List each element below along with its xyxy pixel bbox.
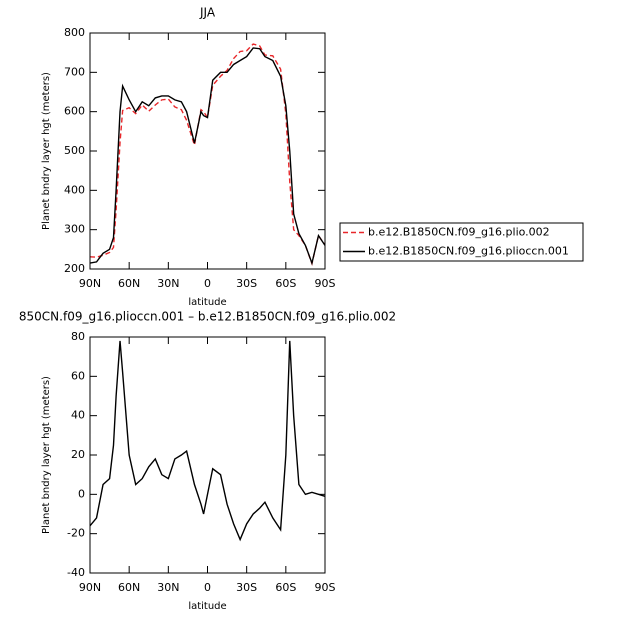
y-tick-label: 200	[64, 262, 85, 275]
x-tick-label: 90N	[79, 277, 101, 290]
data-line	[89, 340, 326, 542]
x-tick-label: 30S	[236, 277, 257, 290]
x-tick-label: 30S	[236, 581, 257, 594]
legend-label: b.e12.B1850CN.f09_g16.plio.002	[368, 226, 550, 239]
x-tick-label: 0	[204, 581, 211, 594]
x-axis-label: latitude	[188, 601, 226, 612]
x-tick-label: 0	[204, 277, 211, 290]
y-axis-label: Planet bndry layer hgt (meters)	[41, 376, 52, 534]
x-tick-label: 90S	[315, 581, 336, 594]
plot-frame	[89, 32, 326, 270]
y-tick-label: 300	[64, 223, 85, 236]
y-tick-label: 400	[64, 183, 85, 196]
x-tick-label: 30N	[157, 581, 179, 594]
y-tick-label: 80	[71, 330, 85, 343]
chart-title: 850CN.f09_g16.plioccn.001 – b.e12.B1850C…	[19, 310, 396, 324]
x-tick-label: 60N	[118, 277, 140, 290]
x-tick-label: 90N	[79, 581, 101, 594]
legend-label: b.e12.B1850CN.f09_g16.plioccn.001	[368, 245, 569, 258]
y-tick-label: 800	[64, 26, 85, 39]
y-tick-label: 40	[71, 409, 85, 422]
y-tick-label: 60	[71, 369, 85, 382]
x-tick-label: 30N	[157, 277, 179, 290]
chart-title: JJA	[199, 6, 216, 20]
y-tick-label: 500	[64, 144, 85, 157]
y-tick-label: 20	[71, 448, 85, 461]
plot-frame	[89, 336, 326, 574]
x-tick-label: 60S	[275, 277, 296, 290]
data-line	[89, 47, 326, 266]
x-tick-label: 60S	[275, 581, 296, 594]
x-tick-label: 60N	[118, 581, 140, 594]
y-tick-label: -40	[67, 566, 85, 579]
y-tick-label: -20	[67, 527, 85, 540]
data-line	[89, 43, 326, 266]
x-axis-label: latitude	[188, 297, 226, 308]
legend-box	[339, 222, 584, 262]
y-axis-label: Planet bndry layer hgt (meters)	[41, 72, 52, 230]
x-tick-label: 90S	[315, 277, 336, 290]
y-tick-label: 0	[78, 487, 85, 500]
y-tick-label: 600	[64, 105, 85, 118]
y-tick-label: 700	[64, 65, 85, 78]
